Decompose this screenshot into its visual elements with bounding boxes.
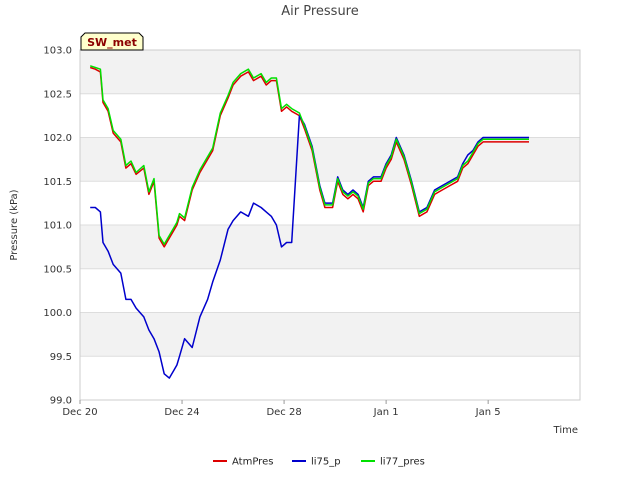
plot-band [80,356,580,400]
site-badge: SW_met [80,32,144,51]
x-axis-label: Time [553,425,578,436]
x-tick-label: Dec 28 [266,407,301,418]
series-line-li75-p [90,114,529,379]
plot-band [80,312,580,357]
y-tick-label: 102.5 [43,89,72,100]
chart-title: Air Pressure [281,4,359,19]
y-axis-label: Pressure (kPa) [9,189,20,260]
plot-band [80,137,580,182]
plot-band [80,268,580,313]
y-tick-label: 101.5 [43,177,72,188]
legend-label-li77-pres: li77_pres [380,457,425,468]
x-axis-ticks: Dec 20 Dec 24 Dec 28 Jan 1 Jan 5 [62,400,501,418]
x-tick-label: Jan 5 [475,407,501,418]
y-tick-label: 103.0 [43,46,72,57]
y-tick-label: 99.0 [50,396,72,407]
series-layer [89,65,529,379]
site-badge-box [80,32,144,51]
y-tick-label: 102.0 [43,133,72,144]
plot-band [80,93,580,138]
site-badge-label: SW_met [87,36,137,49]
plot-band [80,50,580,94]
series-line-li77-pres [89,65,529,245]
x-tick-label: Dec 24 [164,407,199,418]
plot-band [80,225,580,269]
legend-label-li75-p: li75_p [311,457,341,468]
plot-frame [79,49,581,401]
x-tick-label: Dec 20 [62,407,97,418]
legend: AtmPres li75_p li77_pres [213,457,425,468]
y-axis-ticks: 99.0 99.5 100.0 100.5 101.0 101.5 102.0 102.5 10… [43,46,72,407]
y-tick-label: 101.0 [43,221,72,232]
legend-label-atmpres: AtmPres [232,457,273,468]
y-tick-label: 99.5 [50,352,72,363]
x-tick-label: Jan 1 [373,407,399,418]
y-tick-label: 100.5 [43,264,72,275]
y-tick-label: 100.0 [43,308,72,319]
